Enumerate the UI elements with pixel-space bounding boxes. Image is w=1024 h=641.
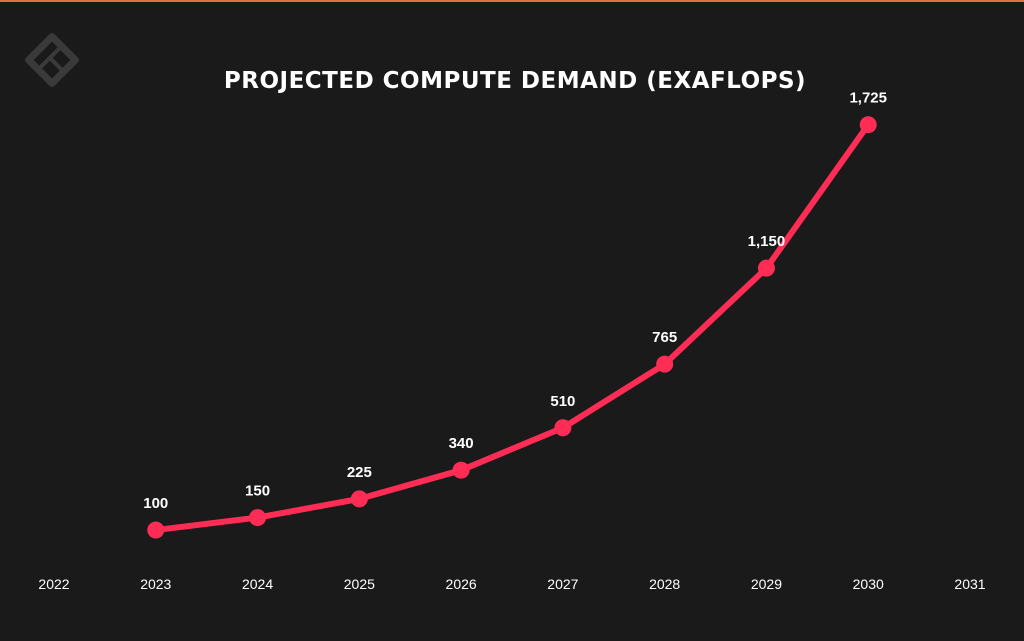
- x-tick-label: 2024: [242, 576, 273, 592]
- data-label: 765: [652, 329, 677, 346]
- data-label: 510: [550, 393, 575, 410]
- data-label: 150: [245, 483, 270, 500]
- series-layer: 100 150 225 340 510 765 1,150 1,725: [143, 90, 887, 539]
- x-tick-label: 2029: [751, 576, 782, 592]
- data-label: 340: [449, 435, 474, 452]
- x-tick-label: 2022: [38, 576, 69, 592]
- data-point: [757, 259, 775, 277]
- x-tick-label: 2028: [649, 576, 680, 592]
- x-tick-label: 2031: [954, 576, 985, 592]
- x-tick-label: 2027: [547, 576, 578, 592]
- data-label: 225: [347, 464, 372, 481]
- data-point: [147, 521, 165, 539]
- series-line: [152, 121, 872, 534]
- data-point: [656, 355, 674, 373]
- data-point: [452, 461, 470, 479]
- x-tick-label: 2030: [853, 576, 884, 592]
- x-tick-label: 2026: [446, 576, 477, 592]
- data-point: [249, 509, 267, 527]
- data-point: [350, 490, 368, 508]
- x-tick-label: 2025: [344, 576, 375, 592]
- x-tick-label: 2023: [140, 576, 171, 592]
- data-point: [554, 419, 572, 437]
- x-axis: 2022 2023 2024 2025 2026 2027 2028 2029 2030 2031: [38, 576, 985, 592]
- data-point: [859, 116, 877, 134]
- brand-logo-icon: [24, 32, 80, 88]
- chart-title: PROJECTED COMPUTE DEMAND (EXAFLOPS): [224, 68, 806, 94]
- data-label: 100: [143, 495, 168, 512]
- data-label: 1,150: [748, 233, 786, 250]
- data-label: 1,725: [849, 90, 887, 107]
